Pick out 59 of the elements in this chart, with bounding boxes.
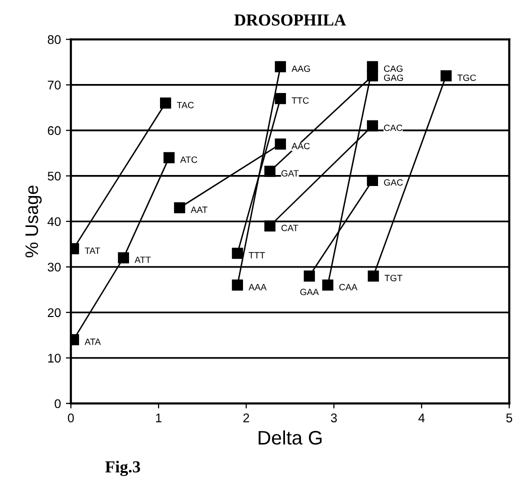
x-tick-label: 0	[68, 413, 74, 422]
annotation: GAA	[300, 288, 319, 296]
caption: Fig.3	[105, 460, 140, 476]
annotation: AAG	[292, 65, 310, 72]
point	[274, 61, 286, 72]
point	[366, 120, 378, 132]
point	[164, 152, 175, 164]
y-tick-label: 70	[48, 80, 61, 90]
annotation: AAA	[248, 284, 267, 290]
point	[304, 270, 315, 282]
annotation: TGC	[457, 74, 476, 81]
annotation: ATA	[84, 338, 101, 345]
annotation: AAC	[292, 142, 310, 150]
point	[174, 202, 186, 214]
annotation: TTT	[248, 252, 265, 258]
point	[322, 280, 334, 291]
annotation: CAA	[339, 284, 358, 290]
point	[366, 61, 378, 72]
y-tick-label: 60	[48, 126, 61, 136]
y-axis-title: % Usage	[25, 186, 42, 258]
point	[274, 92, 286, 104]
x-tick-label: 4	[418, 414, 425, 422]
point	[264, 220, 276, 232]
point	[274, 138, 286, 150]
y-tick-label: 80	[48, 35, 61, 44]
annotation: GAC	[384, 179, 403, 186]
point	[366, 174, 378, 186]
point	[70, 243, 80, 254]
annotation: TTC	[292, 97, 309, 104]
annotation: GAT	[281, 170, 299, 177]
annotation: TGT	[384, 274, 402, 282]
x-tick-label: 5	[506, 414, 512, 422]
y-tick-label: 50	[48, 172, 61, 181]
annotation: AAT	[190, 206, 208, 213]
point	[440, 70, 452, 82]
annotation: TAT	[84, 248, 100, 254]
point	[118, 252, 130, 264]
y-tick-label: 0	[54, 399, 61, 408]
x-tick-label: 1	[156, 414, 162, 422]
y-tick-label: 10	[48, 354, 61, 363]
annotation: ATC	[180, 156, 198, 163]
annotation: GAG	[384, 74, 403, 81]
annotation: CAC	[384, 124, 402, 132]
annotation: CAG	[384, 65, 402, 72]
annotation: ATT	[134, 256, 151, 263]
y-tick-label: 20	[48, 308, 61, 318]
point	[368, 270, 379, 282]
x-tick-label: 3	[330, 413, 337, 422]
annotation: TAC	[176, 102, 194, 108]
point	[232, 248, 244, 259]
point	[160, 98, 172, 109]
point	[264, 166, 276, 177]
x-tick-label: 2	[243, 413, 250, 422]
annotation: CAT	[281, 224, 298, 232]
y-tick-label: 30	[48, 262, 61, 272]
chart-title: DROSOPHILA	[234, 14, 346, 26]
x-axis-title: Delta G	[258, 430, 322, 445]
y-tick-label: 40	[48, 217, 61, 226]
point	[232, 280, 244, 291]
